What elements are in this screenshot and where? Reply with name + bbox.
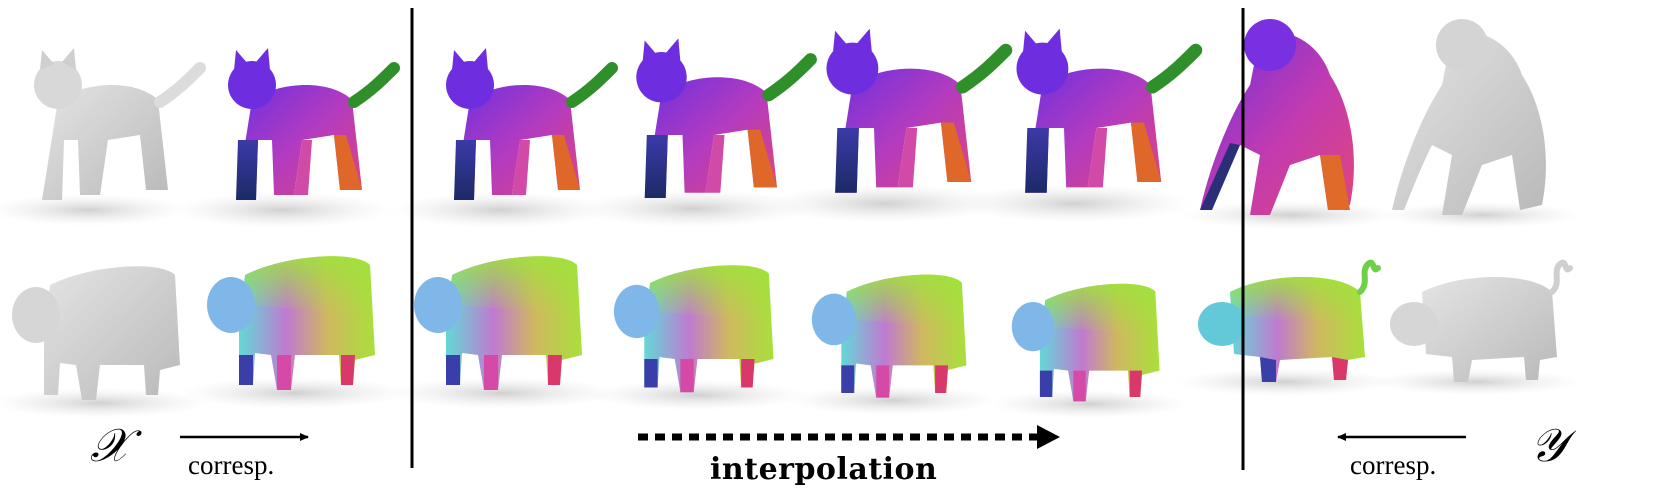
left-corresp-caption: corresp.	[188, 450, 275, 480]
pig-target-gray	[1372, 263, 1582, 395]
interpolation-caption: interpolation	[710, 452, 938, 487]
cow-interp-frame-4	[988, 283, 1191, 419]
cow-interp-frame-1	[387, 256, 617, 409]
target-symbol: 𝒴	[1530, 418, 1567, 472]
cow-interp-frame-2	[588, 265, 807, 411]
cow-source-colored	[180, 256, 410, 409]
cow-source-gray	[0, 266, 210, 418]
interpolation-arrow-head	[1037, 425, 1060, 449]
cat-source-colored	[172, 48, 394, 228]
cat-interp-frame-1	[390, 48, 612, 228]
cat-interp-frame-3	[766, 29, 1006, 223]
source-symbol: 𝒳	[90, 418, 130, 472]
gorilla-target-gray	[1382, 19, 1582, 228]
cow-interp-frame-3	[787, 274, 999, 416]
cat-source-gray	[0, 48, 200, 226]
gorilla-target-colored	[1180, 19, 1400, 229]
pig-target-colored	[1175, 263, 1395, 396]
right-corresp-caption: corresp.	[1350, 450, 1437, 480]
